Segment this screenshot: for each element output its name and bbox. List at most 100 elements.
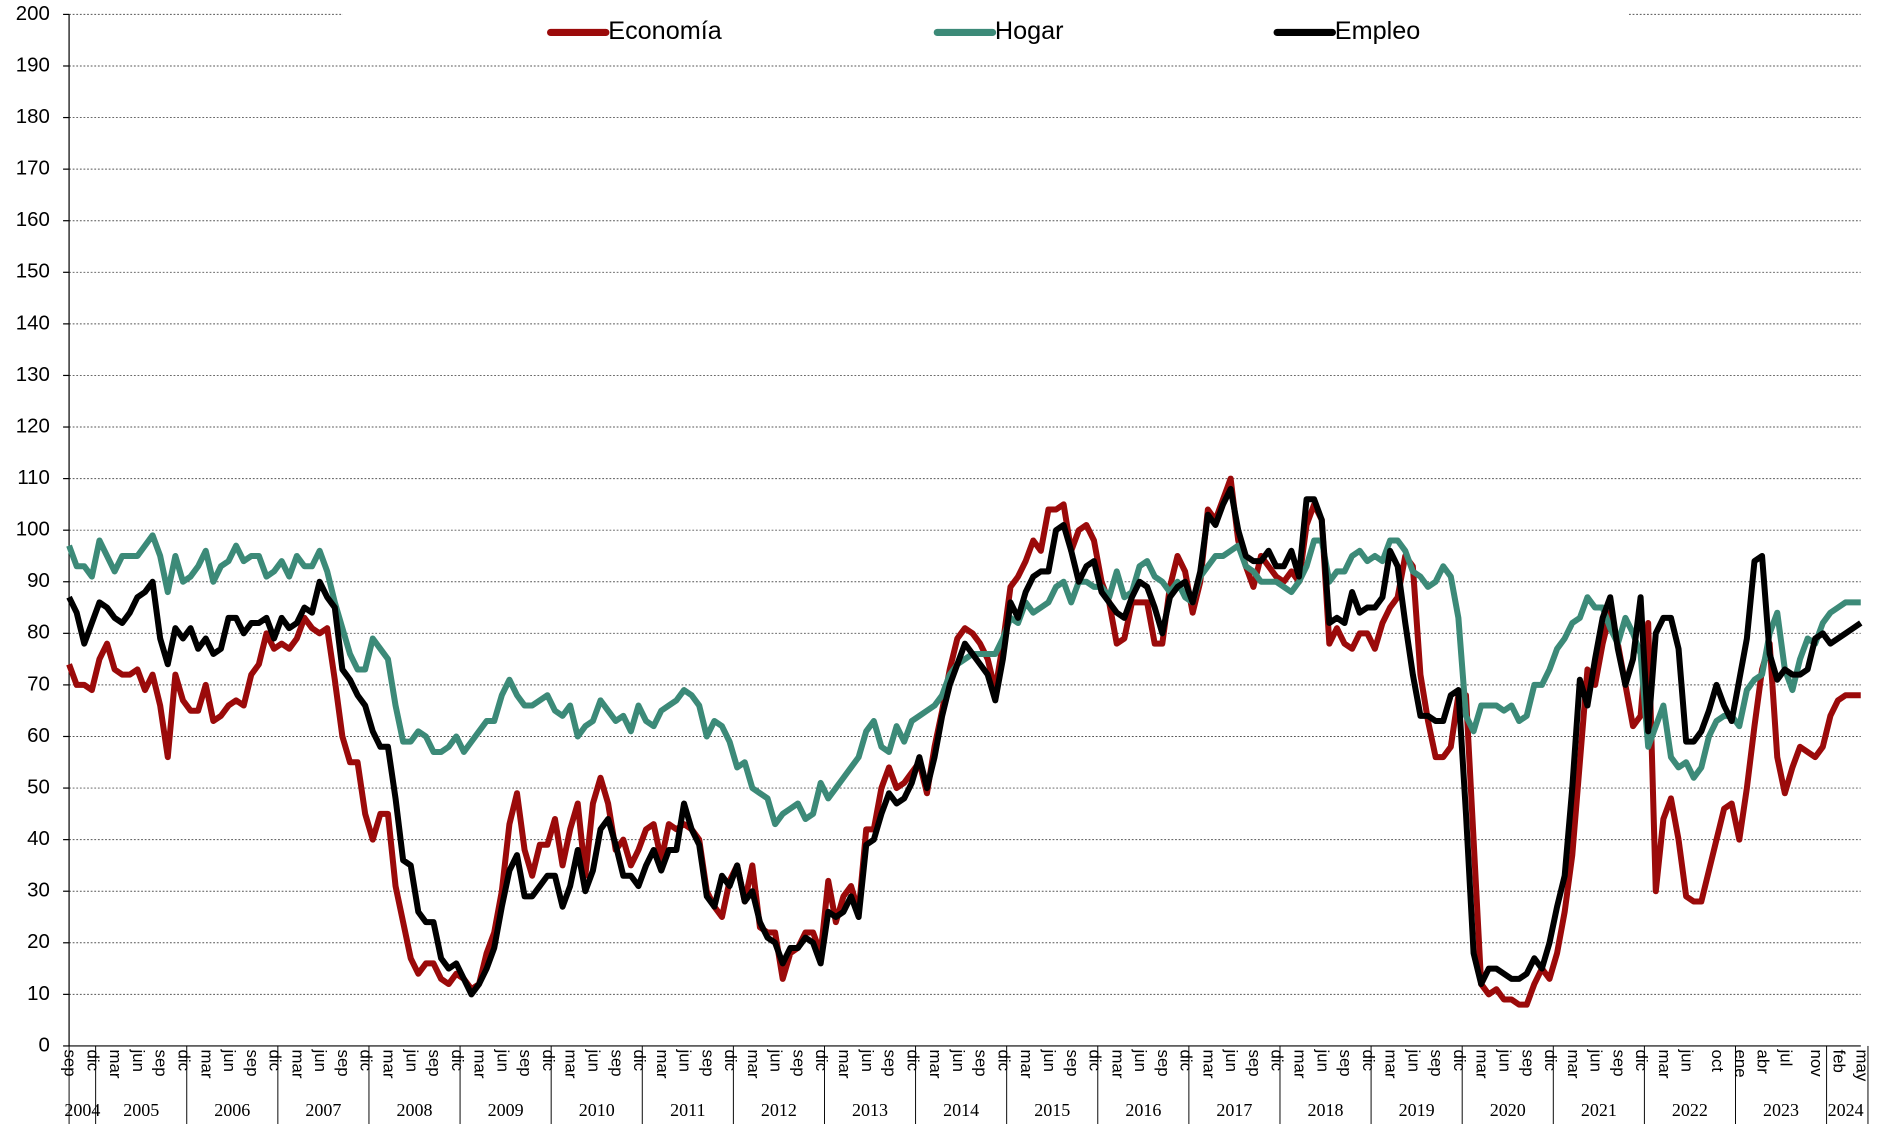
y-tick-label: 60: [27, 725, 50, 747]
series-line: [66, 485, 1863, 998]
x-tick-label: mar: [1199, 1050, 1218, 1079]
x-tick-label: dic: [175, 1050, 194, 1071]
x-tick-label: sep: [1427, 1050, 1446, 1077]
x-tick-label: dic: [721, 1050, 740, 1071]
y-tick-label: 70: [27, 673, 50, 695]
x-tick-label: dic: [903, 1050, 922, 1071]
x-tick-label: mar: [471, 1050, 490, 1079]
x-tick-label: dic: [539, 1050, 558, 1071]
x-tick-label: jul: [1776, 1049, 1795, 1067]
x-tick-label: jun: [1131, 1049, 1150, 1072]
x-tick-label: mar: [926, 1050, 945, 1079]
x-tick-label: sep: [152, 1050, 171, 1077]
x-tick-label: mar: [1473, 1050, 1492, 1079]
x-tick-label: jun: [1496, 1049, 1515, 1072]
year-label: 2011: [670, 1100, 705, 1120]
x-tick-label: dic: [1450, 1050, 1469, 1071]
x-tick-label: may: [1852, 1050, 1871, 1082]
x-tick-label: oct: [1708, 1050, 1727, 1073]
y-tick-label: 120: [16, 415, 50, 437]
x-tick-label: dic: [83, 1050, 102, 1071]
x-tick-label: jun: [402, 1049, 421, 1072]
x-tick-label: mar: [1108, 1050, 1127, 1079]
x-tick-label: jun: [584, 1049, 603, 1072]
x-tick-label: mar: [106, 1050, 125, 1079]
x-tick-label: jun: [767, 1049, 786, 1072]
x-tick-label: mar: [1655, 1050, 1674, 1079]
year-label: 2024: [1828, 1100, 1864, 1120]
x-tick-label: jun: [1222, 1049, 1241, 1072]
legend-label: Economía: [608, 17, 722, 45]
x-tick-label: mar: [380, 1050, 399, 1079]
year-label: 2015: [1034, 1100, 1070, 1120]
year-label: 2021: [1581, 1100, 1617, 1120]
series-line: [66, 475, 1861, 1008]
x-tick-label: dic: [357, 1050, 376, 1071]
y-tick-label: 190: [16, 54, 50, 76]
y-tick-label: 90: [27, 570, 50, 592]
x-tick-label: sep: [516, 1050, 535, 1077]
x-tick-label: dic: [812, 1050, 831, 1071]
y-tick-label: 40: [27, 828, 50, 850]
x-tick-label: sep: [881, 1050, 900, 1077]
year-label: 2022: [1672, 1100, 1708, 1120]
x-tick-label: sep: [61, 1050, 80, 1077]
y-tick-label: 30: [27, 880, 50, 902]
y-tick-label: 50: [27, 776, 50, 798]
x-tick-label: sep: [607, 1050, 626, 1077]
x-tick-label: jun: [858, 1049, 877, 1072]
year-label: 2018: [1308, 1100, 1344, 1120]
x-tick-label: sep: [789, 1050, 808, 1077]
series-line: [66, 532, 1861, 828]
legend-label: Hogar: [995, 17, 1064, 45]
year-label: 2007: [305, 1100, 341, 1120]
x-tick-label: sep: [1518, 1050, 1537, 1077]
year-label: 2016: [1125, 1100, 1161, 1120]
x-tick-label: feb: [1830, 1050, 1849, 1073]
y-tick-label: 10: [27, 983, 50, 1005]
y-tick-label: 140: [16, 312, 50, 334]
y-tick-label: 80: [27, 622, 50, 644]
year-label: 2010: [579, 1100, 615, 1120]
x-tick-label: jun: [1678, 1049, 1697, 1072]
x-tick-label: mar: [744, 1050, 763, 1079]
year-label: 2006: [214, 1100, 250, 1120]
x-tick-label: dic: [1086, 1050, 1105, 1071]
x-tick-label: sep: [698, 1050, 717, 1077]
x-tick-label: dic: [1268, 1050, 1287, 1071]
y-tick-label: 180: [16, 106, 50, 128]
y-tick-label: 170: [16, 158, 50, 180]
year-label: 2013: [852, 1100, 888, 1120]
year-label: 2004: [64, 1100, 100, 1120]
x-tick-label: jun: [1587, 1049, 1606, 1072]
x-tick-label: sep: [1245, 1050, 1264, 1077]
x-tick-label: jun: [220, 1049, 239, 1072]
y-tick-label: 150: [16, 261, 50, 283]
x-tick-label: sep: [972, 1050, 991, 1077]
x-tick-label: ene: [1731, 1050, 1750, 1078]
x-tick-label: dic: [448, 1050, 467, 1071]
x-tick-label: sep: [1336, 1050, 1355, 1077]
x-tick-label: jun: [1313, 1049, 1332, 1072]
x-tick-label: dic: [1541, 1050, 1560, 1071]
x-tick-label: mar: [1291, 1050, 1310, 1079]
x-tick-label: sep: [1154, 1050, 1173, 1077]
year-label: 2020: [1490, 1100, 1526, 1120]
x-tick-label: jun: [676, 1049, 695, 1072]
y-tick-label: 20: [27, 931, 50, 953]
x-tick-label: sep: [334, 1050, 353, 1077]
year-label: 2008: [397, 1100, 433, 1120]
x-tick-label: mar: [197, 1050, 216, 1079]
x-tick-label: jun: [493, 1049, 512, 1072]
year-label: 2009: [488, 1100, 524, 1120]
x-tick-label: dic: [266, 1050, 285, 1071]
y-tick-label: 130: [16, 364, 50, 386]
x-tick-label: mar: [835, 1050, 854, 1079]
x-tick-label: sep: [425, 1050, 444, 1077]
y-tick-label: 110: [17, 467, 50, 489]
x-tick-label: mar: [1382, 1050, 1401, 1079]
x-tick-label: sep: [1063, 1050, 1082, 1077]
year-label: 2012: [761, 1100, 797, 1120]
x-tick-label: abr: [1754, 1050, 1773, 1075]
